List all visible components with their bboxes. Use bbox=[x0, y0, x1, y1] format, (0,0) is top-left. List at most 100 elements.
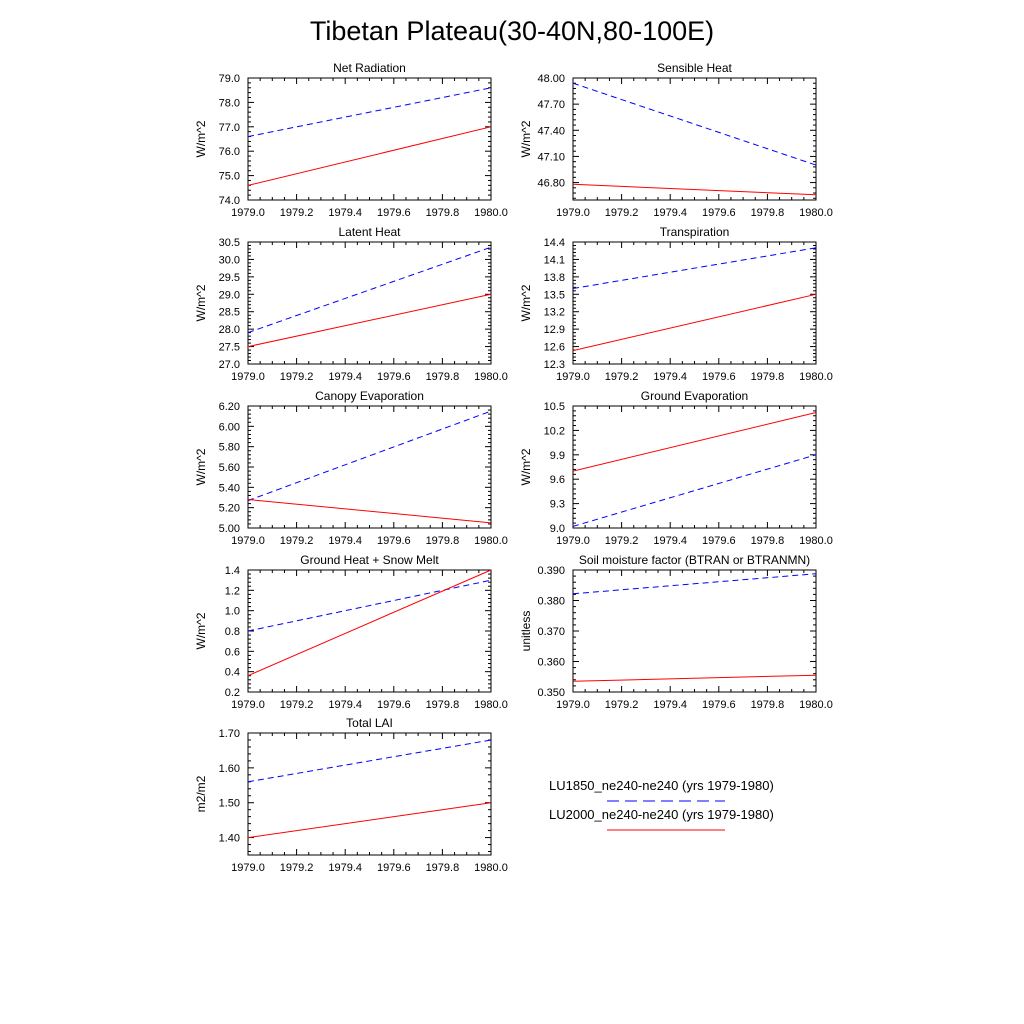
panel-title: Ground Evaporation bbox=[641, 389, 748, 403]
series-line-lu1850 bbox=[572, 573, 817, 595]
panel-soil-moisture-factor-btran-or-btranmn: Soil moisture factor (BTRAN or BTRANMN) 1… bbox=[519, 553, 833, 711]
x-tick-label: 1979.4 bbox=[328, 535, 362, 547]
series-line-lu1850 bbox=[247, 739, 492, 783]
x-tick-label: 1980.0 bbox=[474, 699, 508, 711]
series-line-lu1850 bbox=[247, 246, 492, 334]
y-tick-label: 0.390 bbox=[537, 565, 565, 577]
y-tick-label: 5.40 bbox=[219, 482, 240, 494]
panel-title: Net Radiation bbox=[333, 61, 406, 75]
x-tick-label: 1979.8 bbox=[751, 535, 785, 547]
y-tick-label: 14.4 bbox=[544, 237, 565, 249]
series-line-lu2000 bbox=[247, 569, 492, 677]
y-tick-label: 0.360 bbox=[537, 657, 565, 669]
y-tick-label: 0.4 bbox=[225, 667, 240, 679]
series-line-lu2000 bbox=[247, 293, 492, 348]
y-tick-label: 13.2 bbox=[544, 307, 565, 319]
y-tick-label: 6.00 bbox=[219, 421, 240, 433]
x-tick-label: 1979.8 bbox=[426, 535, 460, 547]
y-tick-label: 0.380 bbox=[537, 596, 565, 608]
plot-frame bbox=[247, 732, 492, 856]
y-tick-label: 74.0 bbox=[219, 195, 240, 207]
series-line-lu2000 bbox=[247, 126, 492, 186]
plot-frame bbox=[247, 77, 492, 201]
figure-title: Tibetan Plateau(30-40N,80-100E) bbox=[310, 16, 714, 46]
y-axis-label: W/m^2 bbox=[194, 284, 208, 321]
series-line-lu2000 bbox=[572, 412, 817, 472]
series-line-lu2000 bbox=[247, 802, 492, 839]
y-tick-label: 0.350 bbox=[537, 687, 565, 699]
y-tick-label: 10.2 bbox=[544, 425, 565, 437]
y-tick-label: 14.1 bbox=[544, 254, 565, 266]
x-tick-label: 1980.0 bbox=[799, 371, 833, 383]
plot-frame bbox=[572, 77, 817, 201]
y-tick-label: 46.80 bbox=[537, 178, 565, 190]
y-tick-label: 1.0 bbox=[225, 606, 240, 618]
plot-frame bbox=[572, 569, 817, 693]
x-tick-label: 1979.2 bbox=[280, 862, 314, 874]
x-tick-label: 1979.6 bbox=[377, 535, 411, 547]
panel-latent-heat: Latent Heat 1979.0 1979.2 1979.4 1979.6 1979.… bbox=[194, 225, 508, 383]
series-line-lu2000 bbox=[247, 499, 492, 524]
y-tick-label: 27.0 bbox=[219, 359, 240, 371]
x-tick-label: 1979.2 bbox=[605, 535, 639, 547]
y-tick-label: 6.20 bbox=[219, 401, 240, 413]
panel-title: Canopy Evaporation bbox=[315, 389, 424, 403]
y-tick-label: 12.3 bbox=[544, 359, 565, 371]
y-tick-label: 0.2 bbox=[225, 687, 240, 699]
panel-title: Total LAI bbox=[346, 716, 393, 730]
x-tick-label: 1979.4 bbox=[328, 699, 362, 711]
y-tick-label: 1.70 bbox=[219, 728, 240, 740]
panel-title: Transpiration bbox=[660, 225, 730, 239]
x-tick-label: 1979.4 bbox=[653, 371, 687, 383]
y-tick-label: 13.8 bbox=[544, 272, 565, 284]
series-line-lu1850 bbox=[572, 247, 817, 289]
series-line-lu2000 bbox=[572, 183, 817, 196]
y-tick-label: 5.80 bbox=[219, 442, 240, 454]
panel-net-radiation: Net Radiation 1979.0 1979.2 1979.4 1979.6 197… bbox=[194, 61, 508, 219]
y-tick-label: 48.00 bbox=[537, 73, 565, 85]
y-axis-label: W/m^2 bbox=[194, 612, 208, 649]
y-tick-label: 76.0 bbox=[219, 146, 240, 158]
x-tick-label: 1979.8 bbox=[751, 699, 785, 711]
x-tick-label: 1979.4 bbox=[653, 207, 687, 219]
x-tick-label: 1979.6 bbox=[377, 371, 411, 383]
series-line-lu1850 bbox=[247, 410, 492, 502]
panel-transpiration: Transpiration 1979.0 1979.2 1979.4 1979.6 197… bbox=[519, 225, 833, 383]
y-tick-label: 28.0 bbox=[219, 324, 240, 336]
y-tick-label: 0.8 bbox=[225, 626, 240, 638]
y-tick-label: 1.40 bbox=[219, 833, 240, 845]
x-tick-label: 1979.0 bbox=[231, 699, 265, 711]
panel-canopy-evaporation: Canopy Evaporation 1979.0 1979.2 1979.4 1979… bbox=[194, 389, 508, 547]
panel-title: Sensible Heat bbox=[657, 61, 732, 75]
x-tick-label: 1979.2 bbox=[280, 371, 314, 383]
x-tick-label: 1980.0 bbox=[474, 207, 508, 219]
panel-total-lai: Total LAI 1979.0 1979.2 1979.4 1979.6 1979.8 1… bbox=[194, 716, 508, 874]
x-tick-label: 1979.4 bbox=[328, 207, 362, 219]
y-tick-label: 5.60 bbox=[219, 462, 240, 474]
x-tick-label: 1980.0 bbox=[799, 699, 833, 711]
series-line-lu2000 bbox=[572, 293, 817, 352]
x-tick-label: 1979.6 bbox=[702, 207, 736, 219]
x-tick-label: 1979.8 bbox=[426, 699, 460, 711]
panel-sensible-heat: Sensible Heat 1979.0 1979.2 1979.4 1979.6 197… bbox=[519, 61, 833, 219]
legend: LU1850_ne240-ne240 (yrs 1979-1980) LU200… bbox=[549, 778, 774, 831]
y-tick-label: 9.9 bbox=[550, 450, 565, 462]
y-tick-label: 9.6 bbox=[550, 474, 565, 486]
panel-title: Soil moisture factor (BTRAN or BTRANMN) bbox=[579, 553, 810, 567]
x-tick-label: 1979.4 bbox=[653, 535, 687, 547]
x-tick-label: 1979.2 bbox=[280, 207, 314, 219]
x-tick-label: 1979.2 bbox=[605, 207, 639, 219]
series-line-lu1850 bbox=[572, 82, 817, 166]
y-tick-label: 47.10 bbox=[537, 151, 565, 163]
x-tick-label: 1979.4 bbox=[653, 699, 687, 711]
y-tick-label: 75.0 bbox=[219, 171, 240, 183]
y-tick-label: 5.00 bbox=[219, 523, 240, 535]
x-tick-label: 1979.6 bbox=[377, 699, 411, 711]
y-tick-label: 79.0 bbox=[219, 73, 240, 85]
y-tick-label: 47.40 bbox=[537, 125, 565, 137]
x-tick-label: 1980.0 bbox=[799, 207, 833, 219]
x-tick-label: 1979.0 bbox=[556, 371, 590, 383]
x-tick-label: 1979.0 bbox=[556, 699, 590, 711]
y-tick-label: 47.70 bbox=[537, 99, 565, 111]
